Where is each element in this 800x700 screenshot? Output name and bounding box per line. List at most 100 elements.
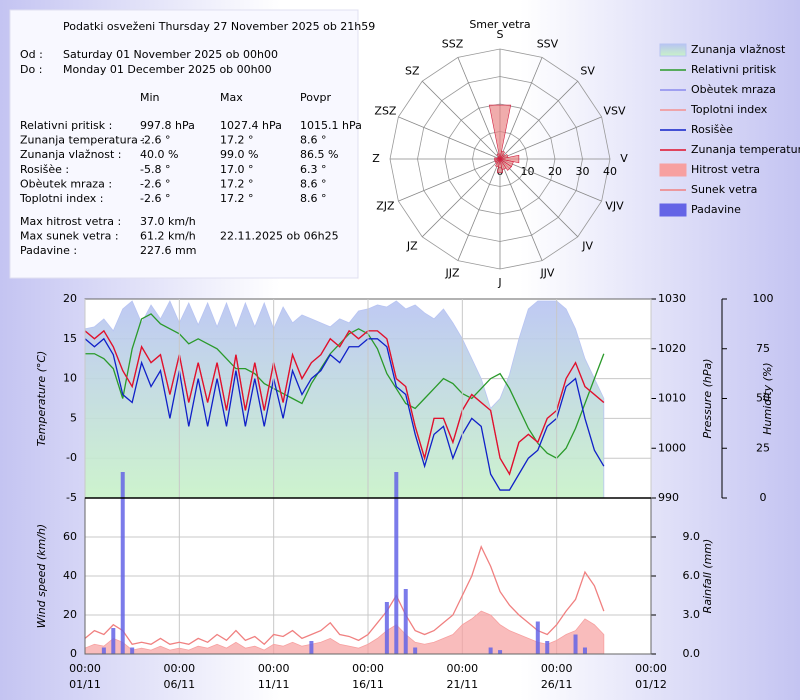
rose-direction: SZ (405, 64, 420, 77)
stat-value: 1015.1 hPa (300, 119, 362, 132)
stat-value: -2.6 ° (140, 192, 170, 205)
y2-tick-label: 1020 (658, 342, 686, 355)
legend-label: Padavine (691, 203, 741, 216)
rose-direction: ZJZ (376, 199, 395, 212)
rose-spoke (421, 158, 501, 238)
x-tick-time: 00:00 (163, 662, 195, 675)
rose-direction: V (620, 152, 628, 165)
rose-tick-label: 10 (521, 165, 535, 178)
rose-direction: S (497, 28, 504, 41)
rain-bar (403, 589, 408, 654)
rain-bar (384, 602, 389, 654)
rose-tick-label: 40 (603, 165, 617, 178)
stat-value: 86.5 % (300, 148, 338, 161)
axis-title: Wind speed (km/h) (35, 524, 48, 628)
axis-title: Temperature (°C) (35, 351, 48, 447)
x-tick-time: 00:00 (69, 662, 101, 675)
stat-label: Zunanja vlažnost : (20, 148, 122, 161)
rose-direction: SSZ (442, 37, 464, 50)
x-tick-time: 00:00 (541, 662, 573, 675)
period-label: Od : (20, 48, 43, 61)
extreme-label: Padavine : (20, 244, 77, 257)
y2-tick-label: 1010 (658, 392, 686, 405)
legend-label: Zunanja vlažnost (691, 43, 786, 56)
rose-title: Smer vetra (469, 18, 530, 31)
y-tick-label: -5 (66, 491, 77, 504)
x-tick-time: 00:00 (352, 662, 384, 675)
rain-bar (130, 647, 135, 654)
rose-direction: ZSZ (374, 105, 397, 118)
x-tick-time: 00:00 (446, 662, 478, 675)
stat-value: 17.2 ° (220, 177, 254, 190)
y3-tick-label: 25 (756, 441, 770, 454)
y2-tick-label: 990 (658, 491, 679, 504)
extreme-label: Max sunek vetra : (20, 230, 119, 243)
rain-bar (120, 472, 125, 654)
stat-value: -2.6 ° (140, 177, 170, 190)
rose-spoke (398, 158, 501, 202)
y-tick-label: 5 (70, 411, 77, 424)
stat-value: 99.0 % (220, 148, 258, 161)
rose-direction: JV (581, 240, 593, 253)
rose-spoke (499, 158, 579, 238)
info-panel (9, 9, 359, 279)
legend-label: Rosišèe (691, 123, 733, 136)
stat-value: 17.2 ° (220, 134, 254, 147)
stat-value: 6.3 ° (300, 163, 327, 176)
y-tick-label: 60 (63, 530, 77, 543)
stat-label: Obèutek mraza : (20, 177, 112, 190)
x-tick-label: 26/11 (541, 678, 573, 691)
x-tick-label: 21/11 (446, 678, 478, 691)
series-line (84, 337, 605, 491)
rose-spoke (499, 158, 543, 261)
x-tick-time: 00:00 (635, 662, 667, 675)
y-tick-label: 20 (63, 292, 77, 305)
rose-direction: Z (372, 152, 380, 165)
extreme-label: Max hitrost vetra : (20, 215, 121, 228)
extreme-value: 22.11.2025 ob 06h25 (220, 230, 339, 243)
rain-bar (535, 621, 540, 654)
rose-tick-label: 20 (548, 165, 562, 178)
y2-tick-label: 1000 (658, 441, 686, 454)
period-value: Monday 01 December 2025 ob 00h00 (63, 63, 272, 76)
rose-direction: VSV (604, 105, 627, 118)
stat-label: Toplotni index : (19, 192, 103, 205)
series-area (84, 300, 605, 499)
y-tick-label: 15 (63, 332, 77, 345)
rose-spoke (499, 57, 543, 160)
x-tick-label: 01/11 (69, 678, 101, 691)
rose-wedge (496, 153, 501, 160)
y-tick-label: 10 (63, 372, 77, 385)
rose-tick-label: 30 (576, 165, 590, 178)
info-title: Podatki osveženi Thursday 27 November 20… (63, 20, 375, 33)
legend-label: Relativni pritisk (691, 63, 777, 76)
rain-bar (309, 641, 314, 654)
axis-title: Rainfall (mm) (701, 539, 714, 614)
y3-tick-label: 50 (756, 392, 770, 405)
rose-direction: SV (580, 64, 595, 77)
extreme-value: 227.6 mm (140, 244, 196, 257)
extreme-value: 61.2 km/h (140, 230, 196, 243)
legend-label: Hitrost vetra (691, 163, 760, 176)
rain-bar (413, 647, 418, 654)
axis-title: Humidity (%) (761, 362, 774, 434)
y-tick-label: -0 (66, 451, 77, 464)
period-label: Do : (20, 63, 42, 76)
rose-spoke (499, 158, 602, 202)
stat-header: Povpr (300, 91, 331, 104)
series-area (84, 610, 605, 655)
stat-label: Zunanja temperatura : (20, 134, 145, 147)
rain-bar (545, 641, 550, 654)
legend-swatch (659, 203, 687, 217)
rose-direction: JZ (406, 240, 418, 253)
legend-label: Obèutek mraza (691, 83, 776, 96)
stat-value: 8.6 ° (300, 134, 327, 147)
y2-tick-label: 0.0 (683, 647, 701, 660)
rain-bar (394, 472, 399, 654)
series-line (84, 545, 605, 646)
stat-label: Rosišèe : (20, 163, 69, 176)
y3-tick-label: 75 (756, 342, 770, 355)
rose-direction: JJZ (445, 267, 460, 280)
x-tick-label: 11/11 (258, 678, 290, 691)
